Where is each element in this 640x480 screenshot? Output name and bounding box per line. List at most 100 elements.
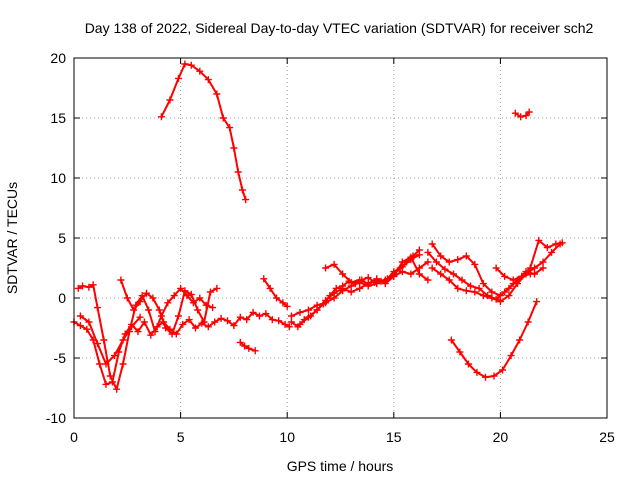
- data-point: [196, 294, 204, 302]
- data-point: [296, 308, 304, 316]
- data-point: [347, 288, 355, 296]
- data-point: [281, 320, 289, 328]
- data-point: [522, 112, 530, 120]
- data-point: [505, 292, 513, 300]
- data-point: [151, 328, 159, 336]
- data-point: [516, 336, 524, 344]
- data-point: [390, 272, 398, 280]
- data-point: [305, 306, 313, 314]
- y-tick-label: 0: [58, 290, 66, 306]
- data-point: [347, 278, 355, 286]
- data-point: [484, 292, 492, 300]
- series-track-12: [322, 253, 432, 288]
- data-point: [424, 258, 432, 266]
- data-point: [539, 264, 547, 272]
- data-point: [330, 289, 338, 297]
- data-point: [322, 264, 330, 272]
- data-point: [181, 60, 189, 68]
- data-point: [492, 295, 500, 303]
- series-layer: [70, 60, 566, 393]
- data-point: [219, 114, 227, 122]
- data-point: [177, 284, 185, 292]
- data-point: [447, 336, 455, 344]
- series-trace: [77, 283, 214, 391]
- data-point: [473, 368, 481, 376]
- data-point: [524, 318, 532, 326]
- chart-title: Day 138 of 2022, Sidereal Day-to-day VTE…: [85, 20, 594, 36]
- data-point: [558, 239, 566, 247]
- data-point: [407, 270, 415, 278]
- data-point: [164, 299, 172, 307]
- data-point: [445, 276, 453, 284]
- data-point: [454, 256, 462, 264]
- data-point: [415, 251, 423, 259]
- data-point: [196, 67, 204, 75]
- data-point: [449, 270, 457, 278]
- data-point: [428, 264, 436, 272]
- data-point: [179, 320, 187, 328]
- data-point: [217, 314, 225, 322]
- data-point: [548, 248, 556, 256]
- data-point: [492, 264, 500, 272]
- data-point: [236, 338, 244, 346]
- data-point: [213, 90, 221, 98]
- data-point: [162, 324, 170, 332]
- data-point: [287, 318, 295, 326]
- series-trace: [119, 279, 218, 335]
- data-point: [424, 276, 432, 284]
- data-point: [136, 313, 144, 321]
- data-point: [518, 272, 526, 280]
- data-point: [174, 74, 182, 82]
- data-point: [517, 113, 525, 121]
- data-point: [539, 258, 547, 266]
- data-point: [106, 372, 114, 380]
- series-trace: [79, 315, 142, 365]
- data-point: [145, 306, 153, 314]
- data-point: [437, 270, 445, 278]
- x-tick-label: 10: [279, 429, 295, 445]
- data-point: [432, 258, 440, 266]
- data-point: [79, 282, 87, 290]
- data-point: [224, 317, 232, 325]
- data-point: [140, 318, 148, 326]
- series-track-17: [447, 298, 541, 381]
- data-point: [467, 282, 475, 290]
- data-point: [490, 372, 498, 380]
- data-point: [475, 284, 483, 292]
- data-point: [123, 294, 131, 302]
- data-point: [313, 306, 321, 314]
- data-point: [76, 322, 84, 330]
- data-point: [238, 186, 246, 194]
- data-point: [273, 294, 281, 302]
- data-point: [241, 342, 249, 350]
- data-point: [187, 61, 195, 69]
- data-point: [111, 352, 119, 360]
- data-point: [192, 324, 200, 332]
- data-point: [211, 318, 219, 326]
- data-point: [243, 316, 251, 324]
- data-point: [85, 283, 93, 291]
- data-point: [305, 313, 313, 321]
- data-point: [157, 113, 165, 121]
- series-trace: [160, 63, 247, 201]
- data-point: [364, 274, 372, 282]
- series-track-11: [296, 258, 432, 328]
- data-point: [488, 288, 496, 296]
- data-point: [481, 373, 489, 381]
- x-tick-label: 20: [493, 429, 509, 445]
- y-axis-label: SDTVAR / TECUs: [4, 182, 20, 294]
- data-point: [501, 272, 509, 280]
- data-point: [525, 108, 533, 116]
- data-point: [437, 252, 445, 260]
- data-point: [96, 360, 104, 368]
- data-point: [230, 322, 238, 330]
- data-point: [462, 252, 470, 260]
- data-point: [471, 260, 479, 268]
- data-point: [260, 275, 268, 283]
- data-point: [509, 276, 517, 284]
- data-point: [134, 328, 142, 336]
- data-point: [381, 280, 389, 288]
- data-point: [185, 316, 193, 324]
- data-point: [155, 306, 163, 314]
- data-point: [283, 302, 291, 310]
